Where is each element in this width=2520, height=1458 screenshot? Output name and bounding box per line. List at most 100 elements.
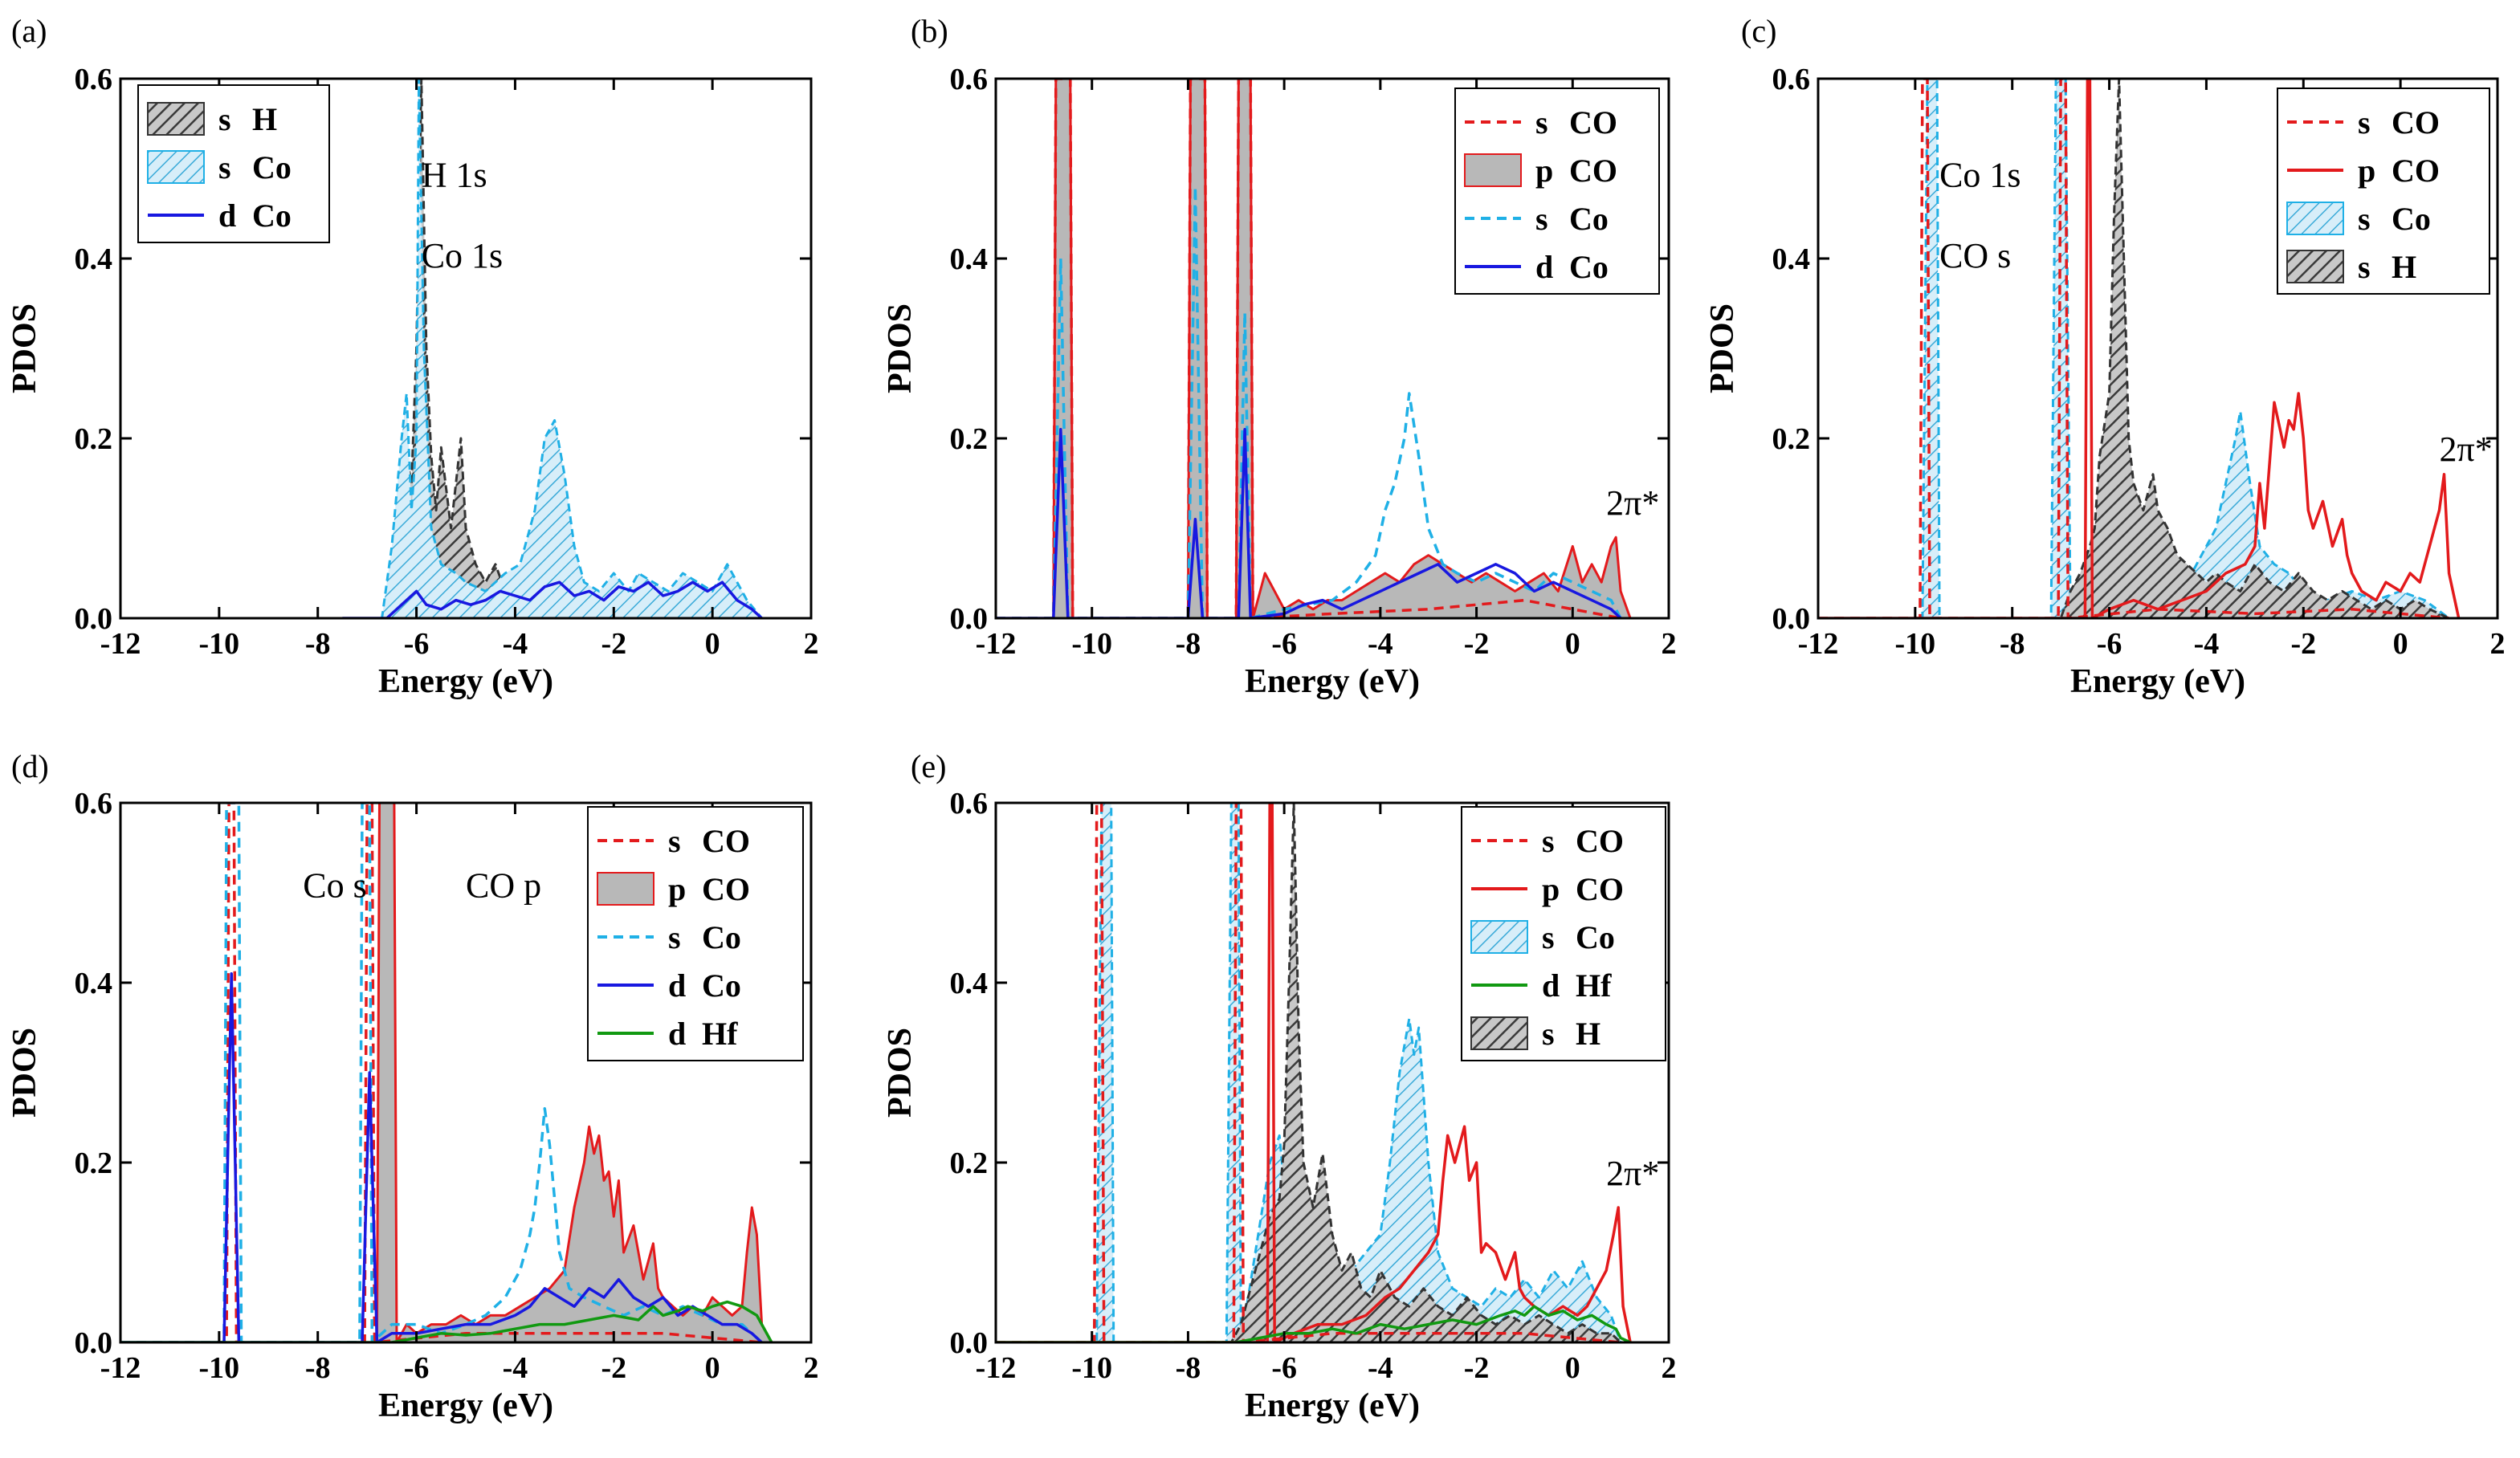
annotation-label: 2π* (1606, 1154, 1659, 1193)
x-tick-label: -10 (199, 1351, 240, 1385)
legend-box (1454, 88, 1660, 295)
series-group (996, 803, 1632, 1342)
x-axis-title: Energy (eV) (378, 1387, 553, 1424)
x-tick-label: 0 (2393, 627, 2408, 661)
legend-swatch (2286, 202, 2344, 235)
x-tick-label: -6 (1271, 627, 1297, 661)
legend-species: Co (2392, 201, 2431, 237)
legend-orbital: s (1542, 823, 1555, 859)
plot-frame (1817, 77, 2499, 620)
legend-species: Co (252, 198, 292, 234)
x-tick-label: 0 (1565, 627, 1580, 661)
x-tick-label: 2 (804, 1351, 819, 1385)
panel-e: (e) -12 -10 -8 -6 -4 -2 0 2 0.0 0.2 0.4 0.6 Energy (e… (882, 748, 1677, 1424)
series-group (120, 803, 773, 1342)
series-line-d-hf (120, 1300, 773, 1342)
x-tick-label: 0 (705, 1351, 720, 1385)
series-line-s-h (1818, 79, 2450, 618)
y-tick-label: 0.4 (75, 242, 113, 276)
x-tick-label: 2 (1662, 627, 1677, 661)
legend: s COp COs Cod Cod Hf (587, 806, 804, 1061)
y-axis-title: PDOS (882, 303, 919, 393)
series-line-d-co (342, 580, 763, 618)
x-tick-label: -2 (601, 1351, 626, 1385)
x-tick-label: -2 (1464, 1351, 1490, 1385)
x-tick-label: -4 (2194, 627, 2220, 661)
legend-species: CO (1569, 104, 1617, 141)
y-tick-label: 0.4 (950, 242, 989, 276)
legend-orbital: d (1535, 249, 1553, 285)
legend-swatch (1464, 153, 1522, 187)
x-tick-label: 2 (1662, 1351, 1677, 1385)
plot-frame (119, 77, 813, 620)
y-tick-label: 0.2 (75, 1146, 113, 1180)
x-tick-label: -8 (305, 627, 331, 661)
y-tick-label: 0.2 (75, 422, 113, 456)
annotation-label: CO p (466, 866, 541, 906)
y-tick-label: 0.4 (1772, 242, 1811, 276)
legend-orbital: s (2358, 201, 2371, 237)
annotation-label: Co 1s (422, 236, 503, 275)
y-tick-label: 0.6 (950, 787, 989, 821)
panel-d: (d) -12 -10 -8 -6 -4 -2 0 2 0.0 0.2 0.4 0.6 Energy (e… (6, 748, 819, 1424)
panel-label: (d) (11, 748, 49, 784)
x-tick-label: 0 (1565, 1351, 1580, 1385)
legend: s COp COs Cos H (2277, 88, 2490, 295)
legend-orbital: s (218, 101, 231, 137)
legend-species: CO (2392, 153, 2440, 189)
y-tick-label: 0.0 (75, 1326, 113, 1360)
x-tick-label: -2 (601, 627, 626, 661)
y-tick-label: 0.6 (950, 63, 989, 96)
series-line-s-co (1818, 79, 2449, 618)
series-area-p-co (996, 79, 1631, 618)
series-area-s-co (996, 803, 1621, 1342)
legend-orbital: s (2358, 104, 2371, 141)
y-tick-label: 0.2 (950, 1146, 989, 1180)
legend-species: Hf (702, 1016, 738, 1052)
panel-a: (a) -12 -10 -8 -6 -4 -2 0 2 0.0 0.2 0.4 0.6 Energy (e… (6, 13, 819, 700)
x-tick-label: -6 (404, 1351, 430, 1385)
x-tick-label: 0 (705, 627, 720, 661)
x-tick-label: -10 (199, 627, 240, 661)
legend-orbital: s (668, 919, 681, 955)
x-tick-label: -6 (1271, 1351, 1297, 1385)
x-tick-label: -10 (1071, 627, 1112, 661)
y-tick-label: 0.0 (950, 602, 989, 636)
series-group (1818, 79, 2461, 618)
legend-species: Co (702, 919, 741, 955)
annotation-label: Co 1s (1939, 155, 2020, 194)
legend-species: H (2392, 249, 2416, 285)
series-line-d-co (996, 428, 1622, 618)
y-tick-label: 0.6 (75, 63, 113, 96)
legend-orbital: p (1542, 871, 1560, 907)
legend-species: Co (252, 149, 292, 185)
annotation-label: 2π* (2439, 430, 2492, 469)
y-tick-label: 0.0 (1772, 602, 1811, 636)
panel-b: (b) -12 -10 -8 -6 -4 -2 0 2 0.0 0.2 0.4 0.6 Energy (e… (882, 13, 1677, 700)
y-tick-label: 0.6 (1772, 63, 1811, 96)
y-tick-label: 0.0 (75, 602, 113, 636)
legend-species: Co (702, 967, 741, 1004)
y-axis-title: PDOS (1704, 303, 1741, 393)
legend-species: H (252, 101, 277, 137)
plot-frame (994, 77, 1670, 620)
x-tick-label: -6 (2097, 627, 2122, 661)
x-axis-title: Energy (eV) (1245, 663, 1420, 700)
series-line-p-co (996, 79, 1632, 618)
x-axis-title: Energy (eV) (2070, 663, 2245, 700)
legend-species: H (1576, 1016, 1600, 1052)
x-tick-label: -12 (976, 1351, 1017, 1385)
legend-species: Co (1576, 919, 1615, 955)
legend-orbital: d (1542, 967, 1560, 1004)
x-tick-label: -4 (1368, 627, 1393, 661)
x-tick-label: -4 (503, 1351, 528, 1385)
legend-species: CO (1569, 153, 1617, 189)
legend-orbital: s (668, 823, 681, 859)
x-tick-label: -10 (1071, 1351, 1112, 1385)
x-tick-label: -2 (2290, 627, 2316, 661)
series-line-s-co (342, 79, 763, 618)
legend: s COp COs Cod Hfs H (1461, 806, 1666, 1061)
x-tick-label: -4 (503, 627, 528, 661)
legend-species: CO (1576, 871, 1624, 907)
x-axis-title: Energy (eV) (1245, 1387, 1420, 1424)
